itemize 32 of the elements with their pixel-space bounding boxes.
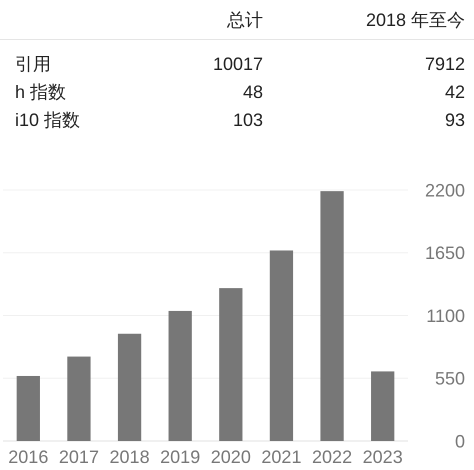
y-tick-label: 2200 <box>424 180 465 200</box>
bar <box>270 250 294 441</box>
x-tick-label: 2021 <box>261 447 302 467</box>
y-tick-label: 1100 <box>426 306 465 326</box>
data-label: 48 <box>242 82 263 102</box>
x-tick-label: 2018 <box>110 447 150 467</box>
bar <box>118 334 142 441</box>
y-tick-label: 550 <box>434 368 465 389</box>
bar <box>16 376 40 441</box>
text: 2018 年至今 <box>366 10 465 30</box>
x-tick-label: 2019 <box>160 447 200 467</box>
bar <box>219 288 242 441</box>
x-tick-label: 2017 <box>58 447 99 467</box>
x-tick-label: 2020 <box>210 447 251 467</box>
x-tick-label: 2022 <box>312 447 352 467</box>
y-tick-label: 0 <box>454 431 465 452</box>
category-label: 引用 <box>15 54 51 74</box>
data-label: 7912 <box>424 54 465 74</box>
category-label: h 指数 <box>15 82 66 102</box>
bar <box>168 310 192 441</box>
bar <box>67 356 91 441</box>
data-label: 103 <box>232 110 263 130</box>
bar <box>371 371 394 441</box>
x-tick-label: 2016 <box>8 447 48 467</box>
data-label: 10017 <box>212 54 263 74</box>
category-label: i10 指数 <box>15 110 80 130</box>
text: 总计 <box>226 10 263 30</box>
x-tick-label: 2023 <box>362 447 403 467</box>
data-label: 93 <box>444 110 465 130</box>
y-tick-label: 1650 <box>424 243 465 264</box>
data-label: 42 <box>444 82 465 102</box>
bar <box>320 191 344 441</box>
